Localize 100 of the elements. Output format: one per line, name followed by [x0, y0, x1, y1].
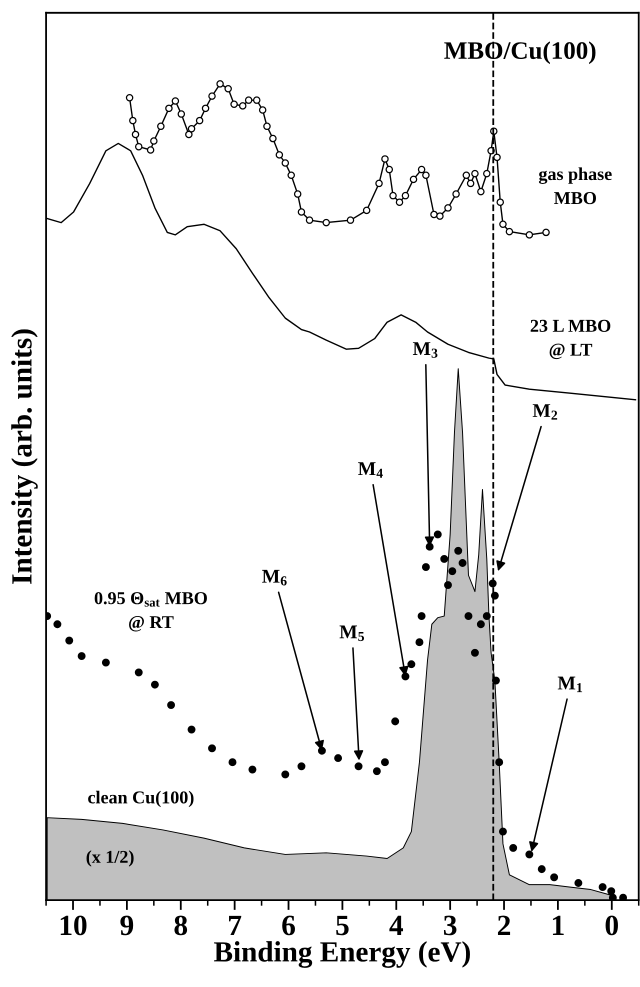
- point: [306, 216, 314, 224]
- point: [496, 198, 504, 206]
- point: [418, 166, 426, 174]
- point: [157, 122, 165, 130]
- x-tick-label: 3: [444, 916, 456, 936]
- point: [452, 190, 460, 198]
- point: [208, 744, 216, 752]
- point: [238, 102, 246, 110]
- point: [477, 188, 485, 196]
- point: [391, 717, 400, 726]
- series-label: 0.95 Θ$_{sat}$ MBO @ RT: [94, 592, 207, 632]
- point: [244, 96, 252, 104]
- point: [466, 180, 474, 188]
- point: [422, 172, 430, 180]
- point: [372, 767, 381, 776]
- x-tick-label: 9: [120, 916, 134, 936]
- point: [294, 190, 302, 198]
- annotation: M$_{6}$: [262, 570, 287, 586]
- point: [410, 176, 418, 184]
- point: [65, 636, 74, 645]
- point: [150, 137, 158, 145]
- point: [346, 216, 354, 224]
- point: [407, 660, 416, 668]
- x-tick-label: 10: [60, 916, 86, 936]
- y-axis-title: Intensity (arb. units): [11, 329, 38, 584]
- point: [362, 206, 370, 214]
- point: [334, 754, 342, 762]
- chart-title: MBO/Cu(100): [444, 41, 596, 64]
- point: [607, 887, 616, 896]
- point: [444, 581, 452, 590]
- series-label: clean Cu(100): [88, 790, 194, 808]
- point: [418, 612, 426, 620]
- point: [381, 758, 389, 766]
- series-label: gas phase MBO: [538, 167, 612, 204]
- point: [78, 652, 86, 660]
- point: [102, 658, 110, 667]
- point: [165, 104, 173, 112]
- point: [495, 758, 504, 766]
- point: [208, 92, 216, 100]
- point: [322, 218, 330, 226]
- point: [574, 879, 582, 887]
- point: [448, 567, 456, 576]
- point: [402, 192, 410, 200]
- point: [444, 204, 452, 212]
- point: [526, 231, 534, 239]
- point: [493, 154, 501, 162]
- point: [525, 850, 534, 858]
- point: [258, 106, 266, 114]
- point: [202, 104, 210, 112]
- point: [499, 828, 507, 836]
- point: [542, 228, 550, 236]
- point: [178, 110, 186, 118]
- point: [248, 766, 256, 774]
- point: [188, 124, 196, 132]
- x-tick-label: 7: [229, 916, 242, 935]
- series-label: 23 L MBO @ LT: [530, 320, 610, 360]
- point: [252, 96, 260, 104]
- point: [298, 208, 306, 216]
- annotation: M$_{2}$: [532, 404, 558, 420]
- x-axis-title: Binding Energy (eV): [214, 941, 470, 968]
- point: [134, 142, 142, 150]
- point: [462, 172, 470, 180]
- point: [216, 80, 224, 88]
- point: [482, 612, 491, 620]
- point: [598, 883, 607, 892]
- point: [389, 192, 397, 200]
- point: [509, 844, 518, 852]
- annotation: M$_{3}$: [412, 342, 438, 358]
- point: [129, 116, 137, 124]
- point: [224, 84, 232, 92]
- point: [276, 151, 284, 159]
- annotation: (x 1/2): [86, 850, 134, 867]
- point: [134, 668, 143, 676]
- point: [269, 134, 277, 142]
- point: [476, 620, 485, 628]
- point: [146, 146, 154, 154]
- point: [53, 620, 62, 628]
- point: [396, 198, 404, 206]
- point: [492, 676, 500, 685]
- point: [281, 770, 290, 778]
- point: [126, 94, 134, 102]
- point: [471, 170, 479, 178]
- point: [434, 530, 442, 538]
- x-tick-label: 8: [174, 916, 188, 936]
- x-tick-label: 2: [498, 916, 510, 935]
- point: [381, 155, 389, 163]
- point: [454, 546, 462, 555]
- point: [483, 170, 491, 178]
- point: [167, 701, 176, 709]
- point: [506, 228, 514, 236]
- point: [185, 130, 193, 138]
- point: [415, 638, 424, 646]
- point: [499, 220, 507, 228]
- point: [196, 116, 204, 124]
- point: [172, 97, 180, 105]
- point: [188, 726, 196, 734]
- point: [386, 166, 394, 174]
- x-tick-label: 6: [282, 916, 295, 936]
- point: [230, 100, 238, 108]
- point: [354, 762, 363, 770]
